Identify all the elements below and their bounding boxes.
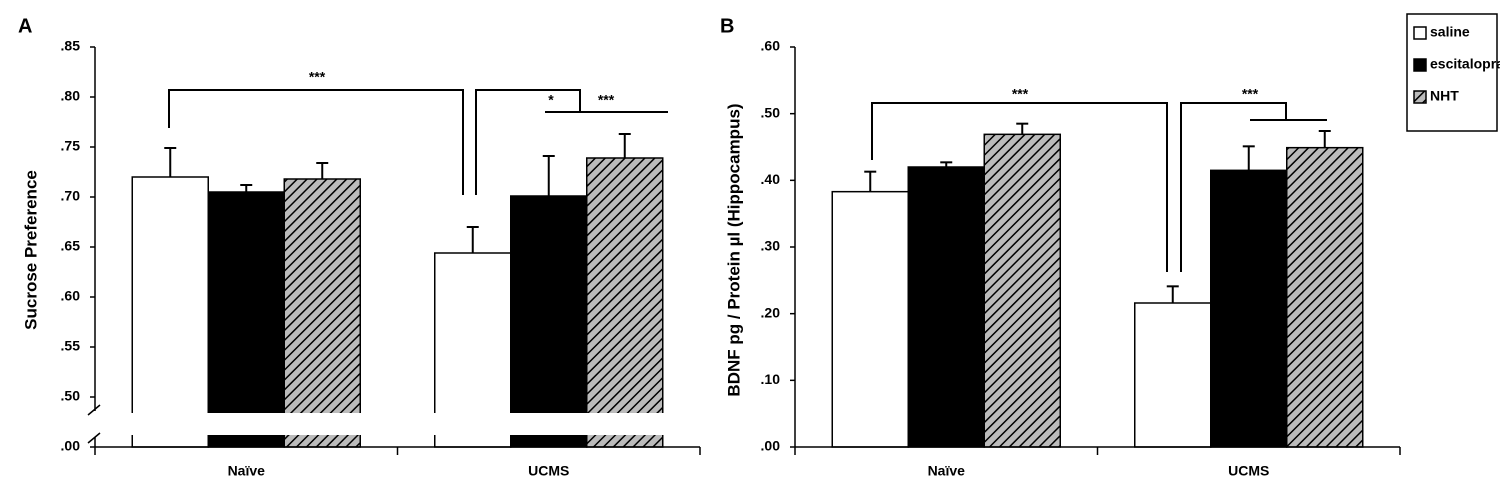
x-tick-label: UCMS: [528, 463, 569, 479]
y-tick-label: .40: [761, 171, 781, 187]
bracket: [1180, 102, 1327, 272]
bar: [586, 157, 664, 448]
axis-break-gap: [96, 413, 701, 435]
y-axis-label: BDNF pg / Protein µl (Hippocampus): [724, 103, 743, 396]
legend-label: escitalopram: [1430, 56, 1500, 72]
y-axis-label: Sucrose Preference: [21, 170, 40, 330]
y-tick-label: .20: [761, 304, 781, 320]
legend-swatch: [1413, 90, 1427, 104]
y-tick-label: .65: [61, 238, 81, 254]
panel-letter: B: [720, 15, 734, 37]
y-tick-label: .60: [61, 288, 81, 304]
y-tick-label: .55: [61, 338, 81, 354]
bracket: [168, 89, 464, 195]
bar: [1134, 302, 1212, 448]
annotation: ***: [1242, 86, 1259, 102]
axis-break: [87, 404, 101, 416]
annotation: ***: [309, 69, 326, 85]
x-tick-label: Naïve: [228, 463, 266, 479]
bracket: [475, 89, 668, 195]
y-tick-label: .60: [761, 38, 781, 54]
y-tick-label: .50: [61, 388, 81, 404]
y-tick-label: .70: [61, 188, 81, 204]
bar: [1210, 169, 1288, 448]
y-tick-label: .00: [61, 438, 81, 454]
bar: [131, 176, 209, 448]
legend-label: NHT: [1430, 88, 1459, 104]
y-tick-label: .10: [761, 371, 781, 387]
bar: [1286, 146, 1364, 448]
x-tick-label: UCMS: [1228, 463, 1269, 479]
y-tick-label: .85: [61, 38, 81, 54]
bracket: [871, 102, 1168, 272]
annotation: ***: [598, 92, 615, 108]
y-tick-label: .30: [761, 238, 781, 254]
y-tick-label: .80: [61, 88, 81, 104]
axis-break-gap: [87, 412, 103, 436]
bar: [983, 133, 1061, 448]
y-tick-label: .75: [61, 138, 81, 154]
annotation: *: [548, 92, 554, 108]
panel-letter: A: [18, 15, 32, 37]
bar: [831, 190, 909, 448]
x-tick-label: Naïve: [928, 463, 966, 479]
y-tick-label: .00: [761, 438, 781, 454]
y-tick-label: .50: [761, 104, 781, 120]
legend-label: saline: [1430, 24, 1470, 40]
legend-swatch: [1413, 26, 1427, 40]
bar: [907, 166, 985, 448]
bar: [207, 191, 285, 448]
bar: [283, 178, 361, 448]
bar: [510, 195, 588, 448]
annotation: ***: [1012, 86, 1029, 102]
legend-swatch: [1413, 58, 1427, 72]
axis-break: [87, 432, 101, 444]
